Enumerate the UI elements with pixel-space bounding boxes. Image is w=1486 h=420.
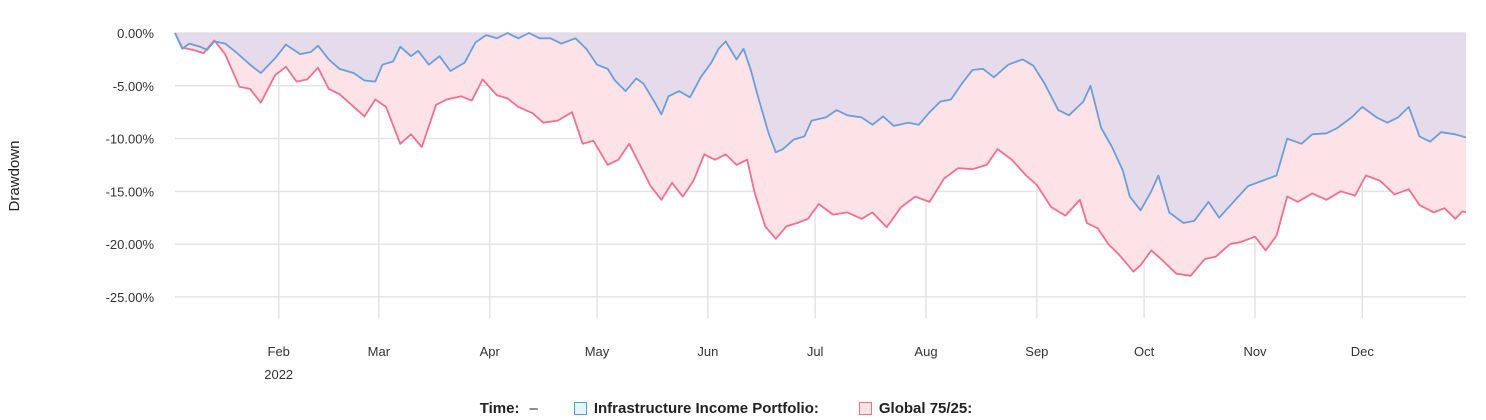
- y-tick-label: -20.00%: [106, 237, 155, 252]
- legend-label: Infrastructure Income Portfolio:: [593, 399, 819, 417]
- legend-time: Time: –: [480, 400, 538, 417]
- y-axis-ticks: 0.00% -5.00% -10.00% -15.00% -20.00% -25.00%: [106, 26, 155, 305]
- y-axis-label: Drawdown: [6, 141, 23, 212]
- series-area-0: [175, 33, 1466, 223]
- legend-swatch-icon: [573, 401, 587, 415]
- legend-item-infrastructure[interactable]: Infrastructure Income Portfolio:: [573, 399, 819, 417]
- legend-swatch-icon: [858, 401, 872, 415]
- series-line-1: [174, 32, 1467, 277]
- series-line-0: [174, 32, 1467, 224]
- legend-item-global[interactable]: Global 75/25:: [858, 399, 973, 417]
- y-tick-label: -5.00%: [113, 79, 155, 94]
- drawdown-chart: 0.00%-5.00%-10.00%-15.00%-20.00%-25.00% …: [6, 26, 1467, 382]
- x-tick-label: Apr: [480, 344, 501, 359]
- x-tick-label: May: [585, 344, 610, 359]
- y-tick-label: -10.00%: [106, 132, 155, 147]
- series-areas: [175, 33, 1466, 276]
- x-tick-label: Jun: [697, 344, 718, 359]
- legend-time-value: –: [529, 399, 538, 417]
- x-axis-ticks: Feb 2022 Mar Apr May Jun Jul Aug Sep Oct Nov Dec: [264, 344, 1374, 382]
- series-lines: [174, 32, 1467, 277]
- legend: Time: – Infrastructure Income Portfolio:…: [0, 398, 1486, 418]
- y-tick-label: -15.00%: [106, 184, 155, 199]
- x-tick-label: Nov: [1243, 344, 1267, 359]
- legend-time-label: Time:: [479, 399, 520, 417]
- legend-label: Global 75/25:: [878, 399, 973, 417]
- x-tick-label: Dec: [1351, 344, 1375, 359]
- x-tick-label: Jul: [807, 344, 824, 359]
- x-tick-label: Mar: [368, 344, 391, 359]
- y-tick-label: 0.00%: [117, 26, 154, 41]
- x-tick-label: Feb: [268, 344, 290, 359]
- x-tick-label: Oct: [1134, 344, 1155, 359]
- x-tick-year-label: 2022: [264, 367, 293, 382]
- x-tick-label: Sep: [1025, 344, 1048, 359]
- x-tick-label: Aug: [914, 344, 937, 359]
- y-tick-label: -25.00%: [106, 290, 155, 305]
